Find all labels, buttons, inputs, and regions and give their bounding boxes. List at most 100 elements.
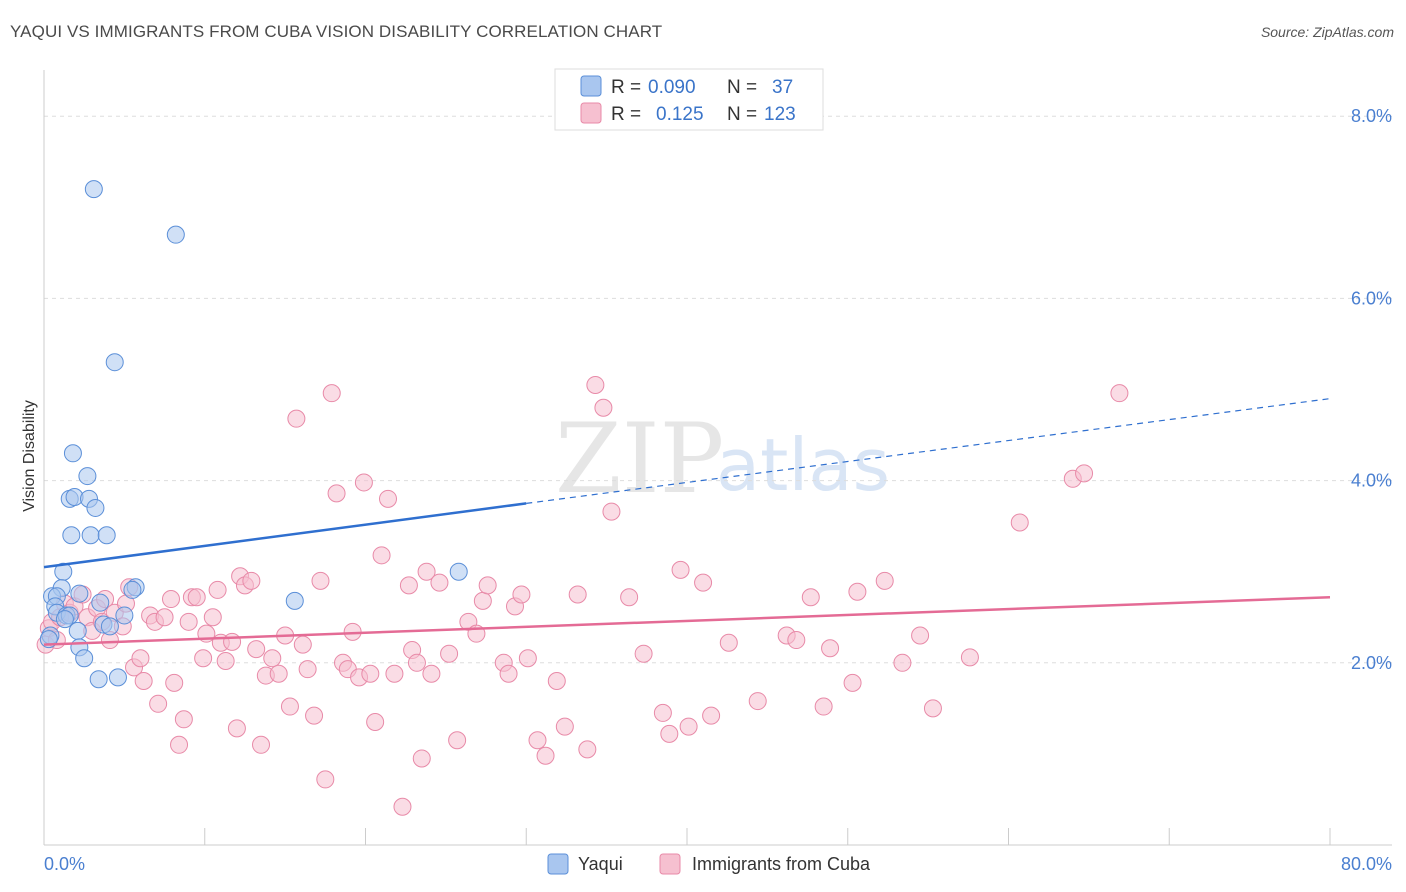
cuba-point-100 (660, 724, 679, 743)
watermark-atlas: atlas (716, 423, 890, 507)
cuba-point-108 (787, 631, 806, 650)
bottom-legend-swatch-yaqui (547, 853, 569, 875)
chart-source: Source: ZipAtlas.com (1260, 24, 1394, 40)
yaqui-point-32 (75, 649, 94, 668)
cuba-point-103 (694, 573, 713, 592)
y-axis-label: Vision Disability (21, 400, 38, 512)
cuba-point-39 (223, 632, 242, 651)
yaqui-point-10 (81, 526, 100, 545)
series-immigrants-from-cuba (36, 375, 1129, 816)
y-tick-label-0: 2.0% (1351, 653, 1392, 673)
cuba-point-114 (875, 571, 894, 590)
bottom-legend-label-yaqui: Yaqui (578, 854, 623, 874)
yaqui-point-16 (70, 584, 89, 603)
cuba-point-81 (473, 591, 492, 610)
cuba-point-88 (528, 731, 547, 750)
cuba-point-113 (848, 582, 867, 601)
cuba-point-86 (512, 585, 531, 604)
cuba-point-21 (134, 672, 153, 691)
cuba-point-33 (194, 649, 213, 668)
cuba-point-97 (620, 588, 639, 607)
cuba-point-70 (399, 576, 418, 595)
cuba-point-25 (155, 608, 174, 627)
legend-n-label-1: N = (727, 77, 757, 98)
yaqui-point-0 (84, 180, 103, 199)
cuba-point-98 (634, 644, 653, 663)
cuba-point-28 (170, 735, 189, 754)
cuba-point-117 (923, 699, 942, 718)
cuba-point-110 (814, 697, 833, 716)
cuba-point-84 (499, 664, 518, 683)
series-yaqui (39, 180, 468, 689)
cuba-point-77 (440, 644, 459, 663)
cuba-point-35 (203, 608, 222, 627)
yaqui-point-33 (89, 670, 108, 689)
cuba-point-27 (165, 673, 184, 692)
yaqui-point-35 (285, 591, 304, 610)
cuba-point-87 (518, 649, 537, 668)
legend-swatch-cuba (580, 102, 602, 124)
cuba-point-69 (393, 797, 412, 816)
cuba-point-106 (748, 692, 767, 711)
cuba-point-119 (1010, 513, 1029, 532)
cuba-point-38 (216, 651, 235, 670)
yaqui-point-1 (166, 225, 185, 244)
yaqui-point-18 (123, 580, 142, 599)
cuba-point-78 (448, 731, 467, 750)
x-axis-ticks (204, 828, 1331, 845)
y-tick-labels: 2.0% 4.0% 6.0% 8.0% (1351, 106, 1392, 673)
yaqui-point-2 (105, 353, 124, 372)
legend-n-value-2: 123 (764, 104, 796, 125)
yaqui-point-8 (86, 498, 105, 517)
cuba-point-116 (911, 626, 930, 645)
cuba-point-72 (407, 653, 426, 672)
yaqui-point-36 (449, 562, 468, 581)
yaqui-point-4 (78, 467, 97, 486)
legend-r-label-2: R = (611, 104, 641, 125)
cuba-point-94 (586, 375, 605, 394)
cuba-point-105 (719, 633, 738, 652)
cuba-point-56 (316, 770, 335, 789)
yaqui-point-29 (68, 621, 87, 640)
yaqui-point-9 (62, 526, 81, 545)
yaqui-point-24 (55, 610, 74, 629)
legend-r-value-2: 0.125 (656, 104, 704, 125)
yaqui-point-25 (115, 606, 134, 625)
cuba-point-30 (179, 612, 198, 631)
cuba-point-109 (801, 588, 820, 607)
legend-n-label-2: N = (727, 104, 757, 125)
cuba-point-74 (417, 562, 436, 581)
cuba-point-54 (305, 706, 324, 725)
cuba-point-43 (242, 571, 261, 590)
cuba-point-50 (280, 697, 299, 716)
cuba-point-52 (293, 635, 312, 654)
cuba-point-96 (602, 502, 621, 521)
cuba-point-95 (594, 398, 613, 417)
x-tick-max: 80.0% (1341, 854, 1392, 874)
cuba-trend-line (43, 595, 1331, 646)
legend-r-label-1: R = (611, 77, 641, 98)
y-tick-label-3: 8.0% (1351, 106, 1392, 126)
cuba-point-93 (578, 740, 597, 759)
cuba-point-112 (843, 673, 862, 692)
cuba-point-29 (174, 710, 193, 729)
cuba-point-115 (893, 653, 912, 672)
cuba-point-57 (322, 384, 341, 403)
y-tick-label-1: 4.0% (1351, 471, 1392, 491)
cuba-point-45 (252, 735, 271, 754)
cuba-point-121 (1075, 464, 1094, 483)
cuba-point-73 (412, 749, 431, 768)
trend-lines (43, 398, 1331, 646)
cuba-point-99 (653, 703, 672, 722)
chart-title: YAQUI VS IMMIGRANTS FROM CUBA VISION DIS… (10, 22, 663, 41)
cuba-point-67 (379, 489, 398, 508)
legend-n-value-1: 37 (772, 77, 793, 98)
cuba-point-90 (547, 672, 566, 691)
cuba-point-32 (187, 588, 206, 607)
cuba-point-63 (354, 473, 373, 492)
y-tick-label-2: 6.0% (1351, 288, 1392, 308)
bottom-legend-swatch-cuba (659, 853, 681, 875)
x-tick-min: 0.0% (44, 854, 85, 874)
cuba-point-82 (478, 576, 497, 595)
cuba-point-104 (702, 706, 721, 725)
